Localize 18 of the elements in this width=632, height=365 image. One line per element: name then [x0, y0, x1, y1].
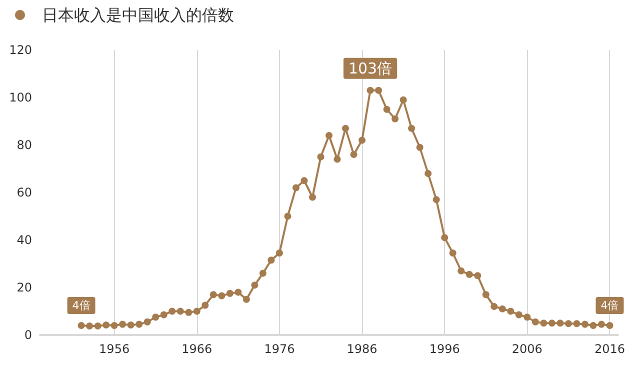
x-tick-label: 1956: [99, 342, 130, 356]
x-tick-label: 1966: [182, 342, 212, 356]
y-tick-label: 20: [16, 280, 32, 294]
x-tick-label: 1996: [429, 342, 460, 356]
y-tick-label: 60: [16, 186, 32, 200]
data-label: 4倍: [600, 299, 619, 312]
y-tick-label: 80: [16, 138, 32, 152]
y-tick-label: 100: [9, 90, 32, 104]
x-tick-label: 1976: [264, 342, 295, 356]
legend-label: 日本收入是中国收入的倍数: [42, 6, 234, 24]
x-tick-label: 2016: [594, 342, 626, 356]
data-label: 4倍: [72, 299, 90, 312]
y-tick-label: 120: [9, 43, 32, 57]
x-tick-label: 1986: [346, 342, 378, 356]
data-label: 103倍: [348, 59, 392, 78]
y-tick-label: 40: [16, 233, 32, 247]
x-tick-label: 2006: [512, 342, 542, 356]
y-tick-label: 0: [24, 328, 32, 342]
